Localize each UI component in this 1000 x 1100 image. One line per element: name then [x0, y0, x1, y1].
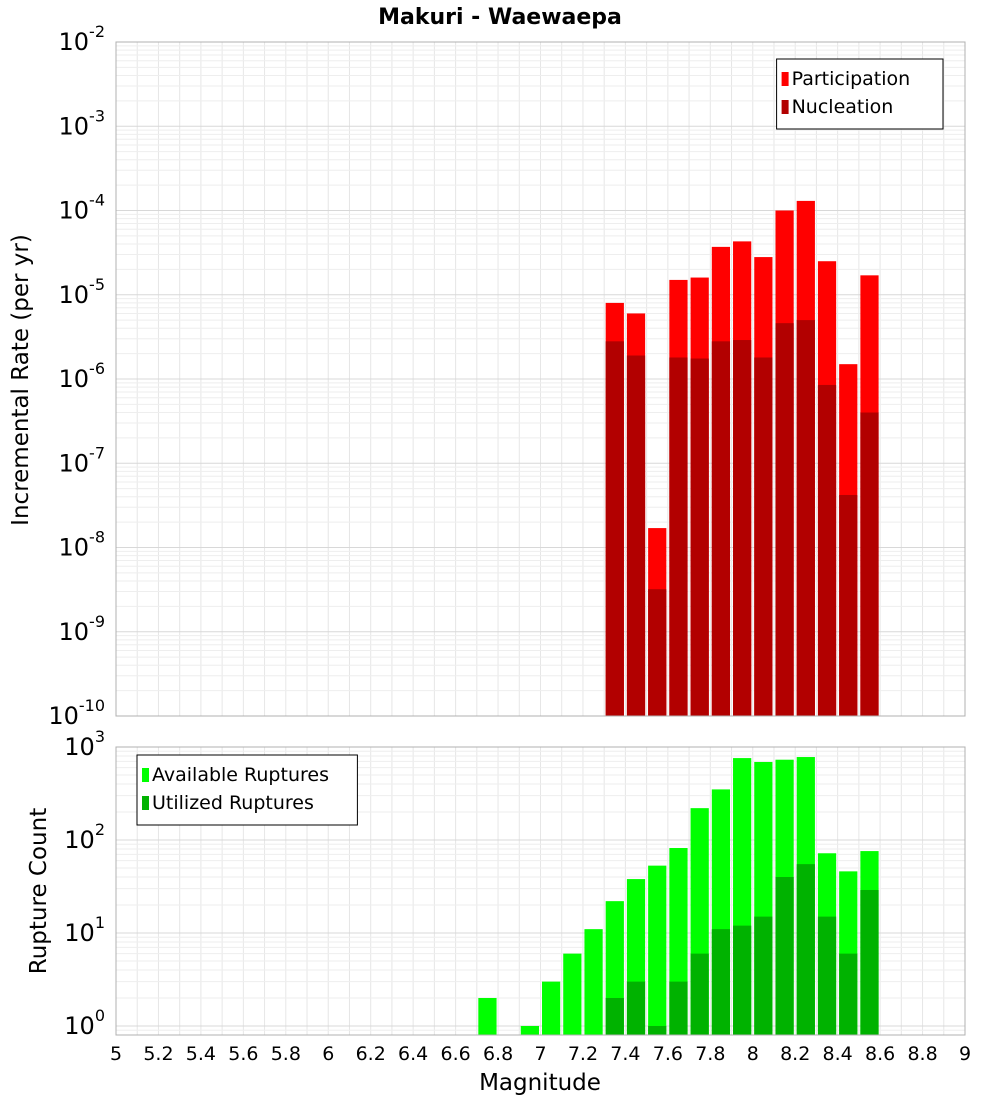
- bar-utilized-ruptures: [605, 997, 624, 1035]
- bottom-plot-frame: [115, 746, 966, 1036]
- x-tick-label: 7.8: [695, 1043, 725, 1065]
- x-tick-label: 6.4: [398, 1043, 428, 1065]
- x-tick-label: 8.2: [780, 1043, 810, 1065]
- top-plot-frame: [115, 41, 966, 717]
- bar-nucleation: [860, 412, 879, 716]
- bar-utilized-ruptures: [817, 916, 837, 1035]
- x-tick-label: 6.6: [440, 1043, 470, 1065]
- legend-label: Nucleation: [792, 96, 894, 118]
- y-tick-label: 100: [64, 1006, 105, 1040]
- top-plot-grid: [115, 42, 966, 717]
- bar-available-ruptures: [648, 865, 667, 1035]
- x-axis-label: Magnitude: [479, 1070, 601, 1096]
- top-plot-bars: [605, 200, 879, 716]
- bar-utilized-ruptures: [648, 1025, 667, 1035]
- bar-utilized-ruptures: [860, 889, 879, 1035]
- bar-available-ruptures: [563, 953, 582, 1035]
- top-legend: Participation Nucleation: [776, 58, 944, 130]
- legend-box: [776, 58, 944, 130]
- bar-available-ruptures: [520, 1025, 539, 1035]
- bottom-y-axis-label: Rupture Count: [26, 808, 52, 974]
- y-tick-label: 10-2: [59, 22, 106, 56]
- bar-nucleation: [796, 320, 815, 716]
- x-tick-label: 8.4: [823, 1043, 853, 1065]
- top-y-axis-label: Incremental Rate (per yr): [8, 234, 34, 526]
- x-tick-label: 5.2: [143, 1043, 173, 1065]
- x-tick-label: 8.8: [907, 1043, 937, 1065]
- x-tick-label: 7: [534, 1043, 546, 1065]
- bar-nucleation: [754, 357, 773, 716]
- bar-nucleation: [839, 494, 858, 716]
- x-tick-label: 9: [959, 1043, 971, 1065]
- bar-available-ruptures: [542, 981, 561, 1035]
- x-tick-label: 7.6: [653, 1043, 683, 1065]
- bottom-plot-bars: [478, 757, 879, 1035]
- y-tick-label: 10-3: [59, 106, 106, 140]
- bar-nucleation: [626, 355, 646, 716]
- y-tick-label: 102: [64, 820, 105, 854]
- bar-utilized-ruptures: [690, 953, 709, 1035]
- y-tick-label: 10-7: [59, 443, 106, 477]
- y-tick-label: 10-9: [59, 612, 106, 646]
- chart-title: Makuri - Waewaepa: [378, 5, 622, 30]
- legend-swatch: [781, 100, 789, 114]
- y-tick-label: 103: [64, 727, 105, 761]
- bar-utilized-ruptures: [796, 864, 815, 1035]
- legend-swatch: [142, 796, 149, 810]
- bar-nucleation: [605, 341, 624, 716]
- bar-nucleation: [711, 341, 731, 716]
- legend-label: Participation: [792, 68, 911, 90]
- bottom-legend: Available Ruptures Utilized Ruptures: [136, 754, 358, 826]
- x-tick-label: 6.2: [356, 1043, 386, 1065]
- legend-box: [136, 754, 358, 826]
- bar-utilized-ruptures: [626, 981, 646, 1035]
- x-tick-label: 7.4: [610, 1043, 640, 1065]
- legend-label: Available Ruptures: [152, 764, 329, 786]
- bar-available-ruptures: [584, 929, 603, 1035]
- x-tick-label: 6: [322, 1043, 334, 1065]
- x-tick-labels: 5 5.2 5.4 5.6 5.8 6 6.2 6.4 6.6 6.8 7 7.2 7.4 7.6 7.8 8…: [110, 1043, 971, 1065]
- x-tick-label: 8: [747, 1043, 759, 1065]
- bar-nucleation: [817, 384, 837, 716]
- y-tick-label: 10-5: [59, 275, 106, 309]
- x-tick-label: 5.4: [186, 1043, 216, 1065]
- x-tick-label: 8.6: [865, 1043, 895, 1065]
- y-tick-label: 10-4: [59, 191, 106, 225]
- y-tick-label: 101: [64, 913, 105, 947]
- bar-utilized-ruptures: [733, 925, 752, 1035]
- x-tick-label: 5.6: [228, 1043, 258, 1065]
- top-y-tick-labels: 10-10 10-9 10-8 10-7 10-6 10-5 10-4 10-3 10-2: [48, 22, 105, 730]
- legend-swatch: [781, 72, 789, 86]
- x-tick-label: 7.2: [568, 1043, 598, 1065]
- bar-nucleation: [690, 358, 709, 716]
- x-tick-label: 5: [110, 1043, 122, 1065]
- x-tick-label: 6.8: [483, 1043, 513, 1065]
- bar-utilized-ruptures: [839, 953, 858, 1035]
- bar-nucleation: [669, 357, 688, 716]
- y-tick-label: 10-10: [48, 696, 105, 730]
- bar-utilized-ruptures: [669, 981, 688, 1035]
- y-tick-label: 10-8: [59, 528, 106, 562]
- bar-nucleation: [733, 340, 752, 716]
- bar-utilized-ruptures: [711, 929, 731, 1035]
- bar-utilized-ruptures: [775, 877, 794, 1035]
- x-tick-label: 5.8: [271, 1043, 301, 1065]
- y-tick-label: 10-6: [59, 359, 106, 393]
- bar-available-ruptures: [478, 997, 497, 1035]
- bar-nucleation: [648, 589, 667, 716]
- bar-utilized-ruptures: [754, 916, 773, 1035]
- bar-nucleation: [775, 323, 794, 716]
- bottom-y-tick-labels: 100 101 102 103: [64, 727, 105, 1040]
- legend-label: Utilized Ruptures: [152, 792, 314, 814]
- legend-swatch: [142, 768, 149, 782]
